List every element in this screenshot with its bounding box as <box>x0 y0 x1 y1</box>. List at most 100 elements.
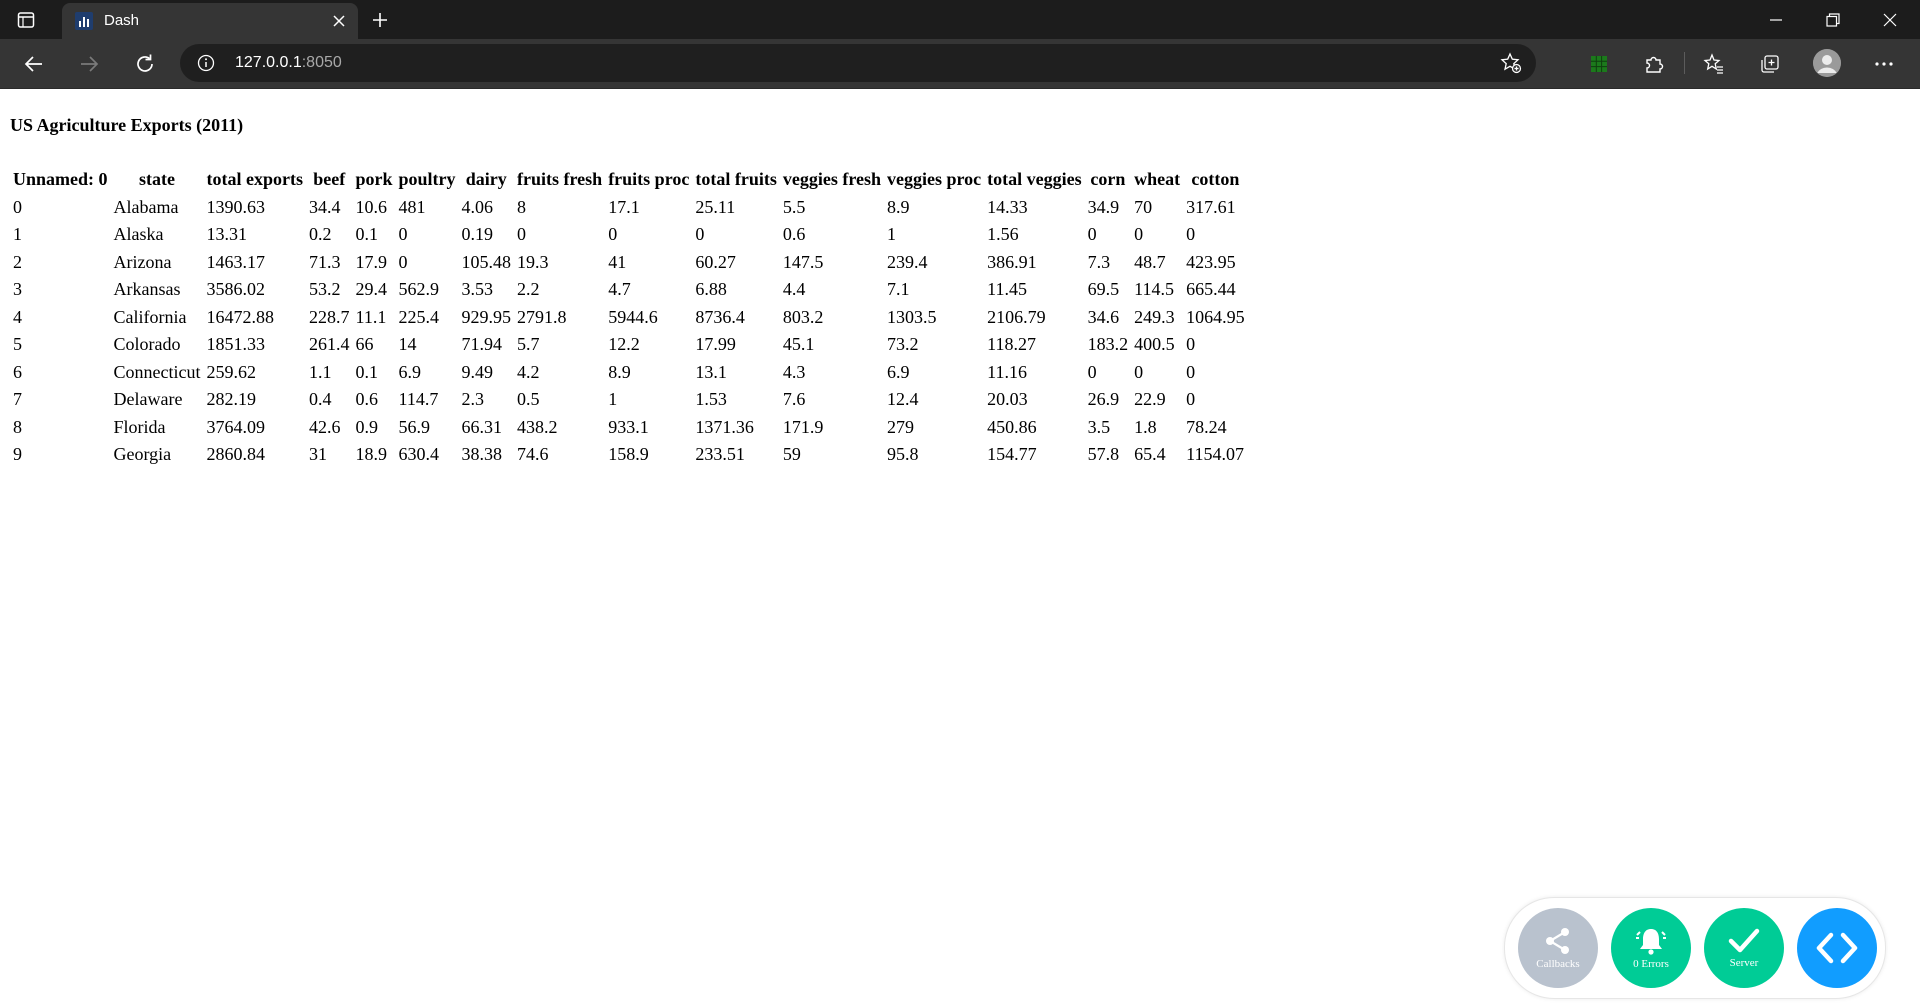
code-icon <box>1816 932 1858 964</box>
table-cell: 1.8 <box>1134 416 1157 437</box>
table-cell: 2791.8 <box>517 306 567 327</box>
table-cell: 4.4 <box>782 279 806 299</box>
table-cell: 13.1 <box>695 361 727 382</box>
back-arrow-icon[interactable] <box>19 49 49 79</box>
collections-icon[interactable] <box>1755 49 1785 79</box>
table-cell: 2.2 <box>517 279 540 299</box>
table-cell: 2106.79 <box>987 306 1046 327</box>
new-tab-icon[interactable] <box>368 8 392 32</box>
page-title: US Agriculture Exports (2011) <box>10 115 244 135</box>
column-header: corn <box>1090 169 1126 189</box>
table-cell: 56.9 <box>398 416 431 437</box>
table-cell: 9 <box>13 444 22 464</box>
extensions-puzzle-icon[interactable] <box>1639 49 1669 79</box>
table-row: 3 Arkansas 3586.02 53.2 29.4 562.9 3.53 2.2 4.7 6… <box>10 276 1248 304</box>
column-header: total exports <box>206 169 303 189</box>
table-cell: 59 <box>782 444 801 464</box>
table-cell: 14.33 <box>987 196 1028 217</box>
table-cell: 630.4 <box>398 444 440 464</box>
table-cell: 0.6 <box>355 389 378 409</box>
favorites-icon[interactable] <box>1699 49 1729 79</box>
table-cell: 0 <box>1087 361 1097 382</box>
errors-button[interactable]: 0 Errors <box>1611 908 1691 988</box>
table-cell: 0.5 <box>517 389 540 409</box>
table-cell: 3.5 <box>1087 416 1111 437</box>
table-cell: 48.7 <box>1134 251 1166 272</box>
table-cell: 5.7 <box>517 334 540 354</box>
tab-close-icon[interactable] <box>330 12 348 30</box>
table-cell: 11.1 <box>355 306 387 327</box>
table-cell: 57.8 <box>1087 444 1120 464</box>
table-cell: 34.4 <box>308 196 341 217</box>
extension-grid-icon[interactable] <box>1584 49 1614 79</box>
column-header: cotton <box>1191 169 1240 189</box>
table-cell: 1 <box>608 389 618 409</box>
column-header: Unnamed: 0 <box>13 169 108 189</box>
callbacks-label: Callbacks <box>1536 958 1580 970</box>
table-cell: 17.99 <box>695 334 736 354</box>
tab-title: Dash <box>104 12 140 29</box>
table-cell: 8.9 <box>887 196 910 217</box>
table-cell: 3.53 <box>461 279 494 299</box>
table-cell: 118.27 <box>987 334 1036 354</box>
add-favorite-icon[interactable] <box>1500 52 1522 74</box>
table-cell: 929.95 <box>461 306 512 327</box>
window-close-icon[interactable] <box>1876 6 1904 34</box>
minimize-icon[interactable] <box>1762 6 1790 34</box>
table-cell: 8.9 <box>608 361 631 382</box>
restore-icon[interactable] <box>1819 6 1847 34</box>
table-cell: 9.49 <box>461 361 494 382</box>
table-cell: 71.94 <box>461 334 503 354</box>
profile-avatar[interactable] <box>1813 49 1841 77</box>
table-cell: 158.9 <box>608 444 649 464</box>
debug-toggle-button[interactable] <box>1797 908 1877 988</box>
more-menu-icon[interactable] <box>1869 49 1899 79</box>
table-cell: 0.2 <box>308 224 332 244</box>
table-cell: 4.2 <box>517 361 540 382</box>
browser-tab[interactable]: Dash <box>62 3 358 39</box>
table-cell: 26.9 <box>1087 389 1120 409</box>
table-row: 2 Arizona 1463.17 71.3 17.9 0 105.48 19.3 41 60.2… <box>10 249 1248 277</box>
table-cell: 13.31 <box>206 224 248 244</box>
table-row: 4 California 16472.88 228.7 11.1 225.4 929.95 2… <box>10 304 1248 332</box>
table-cell: 400.5 <box>1134 334 1175 354</box>
table-cell: 0.6 <box>782 224 806 244</box>
table-cell: 95.8 <box>887 444 919 464</box>
table-cell: 0 <box>398 224 408 244</box>
column-header: beef <box>313 169 346 189</box>
site-info-icon[interactable] <box>197 54 215 72</box>
table-cell: 1.53 <box>695 389 727 409</box>
refresh-icon[interactable] <box>130 49 160 79</box>
table-cell: 114.7 <box>398 389 439 409</box>
table-cell: 0.1 <box>355 224 378 244</box>
table-cell: 0 <box>13 196 22 217</box>
table-cell: 31 <box>308 444 327 464</box>
table-cell: 0.9 <box>355 416 378 437</box>
url-text[interactable]: 127.0.0.1:8050 <box>235 54 342 72</box>
table-cell: 17.9 <box>355 251 387 272</box>
table-cell: 5.5 <box>782 196 806 217</box>
tab-actions-icon[interactable] <box>14 8 38 32</box>
table-row: 7 Delaware 282.19 0.4 0.6 114.7 2.3 0.5 1 1.53 7.6… <box>10 386 1248 414</box>
address-bar[interactable]: 127.0.0.1:8050 <box>180 44 1536 82</box>
table-cell: Arkansas <box>113 279 181 299</box>
table-cell: 933.1 <box>608 416 649 437</box>
toolbar-divider <box>1684 52 1685 74</box>
table-cell: 450.86 <box>987 416 1037 437</box>
share-icon <box>1546 928 1569 954</box>
table-cell: 60.27 <box>695 251 736 272</box>
table-row: 8 Florida 3764.09 42.6 0.9 56.9 66.31 438.2 933.… <box>10 414 1248 442</box>
table-cell: 4 <box>13 306 22 327</box>
table-cell: 228.7 <box>308 306 350 327</box>
table-cell: 12.2 <box>608 334 640 354</box>
table-cell: 11.45 <box>987 279 1027 299</box>
server-status-button[interactable]: Server <box>1704 908 1784 988</box>
table-header-row: Unnamed: 0 state total exports beef pork… <box>10 166 1248 194</box>
table-cell: 71.3 <box>308 251 341 272</box>
table-cell: 0 <box>398 251 408 272</box>
table-cell: 259.62 <box>206 361 257 382</box>
table-cell: 147.5 <box>782 251 824 272</box>
table-cell: 0 <box>1186 389 1196 409</box>
callbacks-button[interactable]: Callbacks <box>1518 908 1598 988</box>
table-cell: 1 <box>887 224 896 244</box>
